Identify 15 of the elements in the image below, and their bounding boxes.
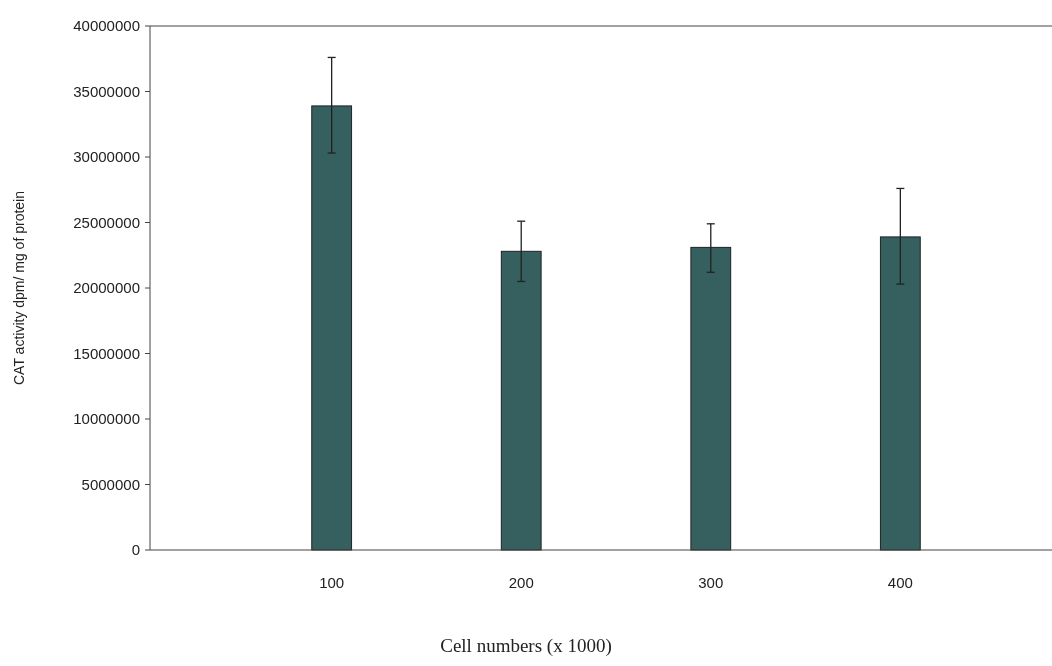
y-tick-label: 0	[131, 541, 140, 559]
x-axis-title: Cell numbers (x 1000)	[440, 635, 612, 657]
y-tick-label: 40000000	[73, 17, 140, 35]
y-tick-label: 20000000	[73, 279, 140, 297]
y-tick-label: 10000000	[73, 410, 140, 428]
x-tick-label: 200	[508, 574, 534, 591]
y-tick-label: 5000000	[81, 475, 140, 493]
y-tick-label: 35000000	[73, 82, 140, 100]
y-tick-label: 25000000	[73, 213, 140, 231]
x-tick-label: 100	[319, 574, 345, 591]
y-tick-label: 30000000	[73, 148, 140, 166]
x-tick-label: 400	[887, 574, 913, 591]
y-axis-title: CAT activity dpm/ mg of protein	[11, 191, 27, 385]
y-tick-label: 15000000	[73, 344, 140, 362]
x-tick-label: 300	[698, 574, 724, 591]
